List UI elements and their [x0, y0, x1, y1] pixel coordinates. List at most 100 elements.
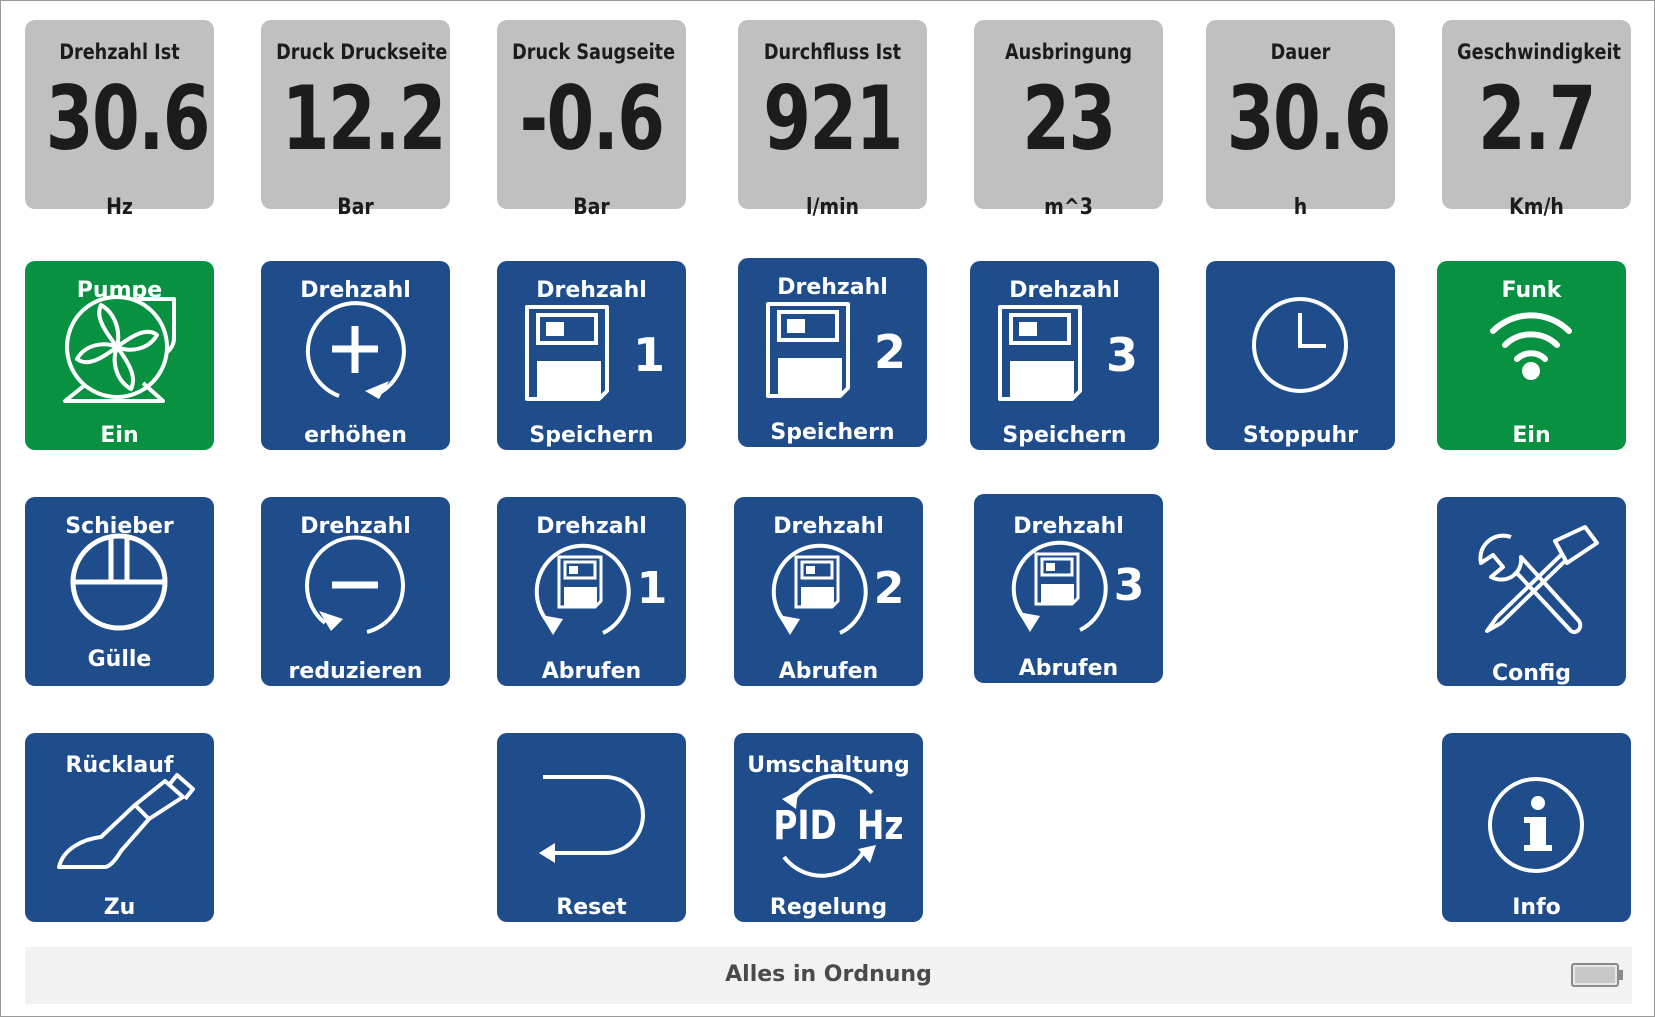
slide-valve-button[interactable]: Schieber Gülle: [25, 497, 214, 686]
tile-label-bottom: Config: [1492, 661, 1571, 686]
tile-label-bottom: reduzieren: [288, 659, 423, 684]
tile-label-top: Drehzahl: [300, 514, 411, 539]
tile-label-top: Funk: [1501, 278, 1562, 303]
slot-number: 1: [637, 563, 668, 614]
gauge-value: 2.7: [1478, 67, 1596, 170]
valve-icon: [70, 533, 168, 631]
tile-label-top: Drehzahl: [536, 278, 647, 303]
gauge-unit: Bar: [573, 195, 610, 220]
slot-number: 3: [1106, 328, 1138, 382]
minus-circle-icon: [305, 535, 405, 634]
slot-number: 2: [874, 563, 905, 614]
tile-label-bottom: erhöhen: [304, 423, 407, 448]
gauge-label: Dauer: [1270, 40, 1331, 64]
recall-icon: 2: [771, 543, 905, 635]
gauge-druck-druckseite: Druck Druckseite 12.2 Bar: [261, 20, 450, 220]
gauge-label: Durchfluss Ist: [763, 40, 902, 64]
speed-recall-2-button[interactable]: Drehzahl 2 Abrufen: [734, 497, 923, 686]
pump-icon: [63, 295, 176, 403]
reset-arrow-icon: [539, 775, 645, 863]
tile-label-bottom: Abrufen: [778, 659, 879, 684]
gauge-value: 23: [1022, 67, 1116, 170]
speed-save-3-button[interactable]: Drehzahl 3 Speichern: [970, 261, 1159, 450]
status-message: Alles in Ordnung: [725, 962, 932, 987]
gauge-unit: h: [1293, 195, 1308, 220]
tile-label-top: Drehzahl: [777, 275, 888, 300]
save-icon: 3: [998, 305, 1138, 401]
tile-label-top: Rücklauf: [65, 753, 174, 778]
gauge-value: 921: [763, 67, 903, 170]
gauge-durchfluss-ist: Durchfluss Ist 921 l/min: [738, 20, 927, 220]
tile-label-bottom: Ein: [1512, 423, 1551, 448]
pump-toggle-button[interactable]: Pumpe Ein: [25, 261, 214, 450]
gauge-drehzahl-ist: Drehzahl Ist 30.6 Hz: [25, 20, 214, 220]
gauge-druck-saugseite: Druck Saugseite -0.6 Bar: [497, 20, 686, 220]
tile-label-bottom: Reset: [556, 895, 627, 920]
wifi-icon: [1490, 312, 1572, 380]
gauge-value: 30.6: [1226, 67, 1392, 170]
slot-number: 3: [1114, 560, 1145, 611]
gauge-unit: Hz: [106, 195, 133, 220]
gauge-label: Druck Saugseite: [512, 40, 676, 64]
config-button[interactable]: Config: [1437, 497, 1626, 686]
gauge-unit: m^3: [1044, 195, 1093, 220]
tile-label-bottom: Gülle: [87, 647, 152, 672]
tile-label-top: Drehzahl: [300, 278, 411, 303]
tile-label-bottom: Info: [1512, 895, 1561, 920]
speed-recall-1-button[interactable]: Drehzahl 1 Abrufen: [497, 497, 686, 686]
speed-increase-button[interactable]: Drehzahl erhöhen: [261, 261, 450, 450]
reset-button[interactable]: Reset: [497, 733, 686, 922]
control-mode-switch-button[interactable]: Umschaltung PID Hz Regelung: [734, 733, 923, 922]
tile-label-bottom: Ein: [100, 423, 139, 448]
slot-number: 1: [633, 328, 665, 382]
speed-recall-3-button[interactable]: Drehzahl 3 Abrufen: [974, 494, 1163, 683]
radio-toggle-button[interactable]: Funk Ein: [1437, 261, 1626, 450]
speed-save-2-button[interactable]: Drehzahl 2 Speichern: [738, 258, 927, 447]
gauge-label: Drehzahl Ist: [59, 40, 180, 64]
info-icon: [1488, 777, 1584, 873]
gauge-label: Ausbringung: [1004, 40, 1133, 64]
tools-icon: [1478, 525, 1599, 634]
switch-cycle-icon: PID Hz: [773, 773, 904, 878]
tile-label-top: Drehzahl: [1013, 514, 1124, 539]
return-valve-button[interactable]: Rücklauf Zu: [25, 733, 214, 922]
return-valve-icon: [57, 773, 195, 869]
gauge-label: Geschwindigkeit: [1457, 40, 1621, 64]
tile-label-bottom: Abrufen: [541, 659, 642, 684]
tile-label-bottom: Stoppuhr: [1242, 423, 1359, 448]
tile-label-bottom: Regelung: [769, 895, 888, 920]
tile-label-top: Umschaltung: [747, 753, 910, 778]
speed-decrease-button[interactable]: Drehzahl reduzieren: [261, 497, 450, 686]
tile-label-bottom: Zu: [103, 895, 136, 920]
tile-label-top: Drehzahl: [773, 514, 884, 539]
gauge-value: -0.6: [519, 67, 665, 170]
gauge-unit: l/min: [805, 195, 860, 220]
tile-label-bottom: Speichern: [529, 423, 654, 448]
gauge-geschwindigkeit: Geschwindigkeit 2.7 Km/h: [1442, 20, 1631, 220]
plus-circle-icon: [305, 301, 406, 399]
tile-label-bottom: Speichern: [1002, 423, 1127, 448]
pid-mode-label: PID: [773, 802, 836, 849]
speed-save-1-button[interactable]: Drehzahl 1 Speichern: [497, 261, 686, 450]
gauge-ausbringung: Ausbringung 23 m^3: [974, 20, 1163, 220]
tile-label-top: Drehzahl: [1009, 278, 1120, 303]
hz-mode-label: Hz: [857, 802, 904, 849]
battery-icon: [1571, 963, 1623, 987]
gauge-dauer: Dauer 30.6 h: [1206, 20, 1395, 220]
tile-label-bottom: Abrufen: [1018, 656, 1119, 681]
gauge-unit: Km/h: [1509, 195, 1564, 220]
stopwatch-button[interactable]: Stoppuhr: [1206, 261, 1395, 450]
gauge-value: 30.6: [45, 67, 211, 170]
tile-label-top: Drehzahl: [536, 514, 647, 539]
tile-label-bottom: Speichern: [770, 420, 895, 445]
info-button[interactable]: Info: [1442, 733, 1631, 922]
clock-icon: [1252, 297, 1348, 393]
slot-number: 2: [874, 325, 906, 379]
save-icon: 2: [766, 302, 906, 398]
status-bar: Alles in Ordnung: [25, 947, 1632, 1004]
save-icon: 1: [525, 305, 665, 401]
recall-icon: 1: [534, 543, 668, 635]
recall-icon: 3: [1011, 540, 1145, 632]
gauge-label: Druck Druckseite: [276, 40, 448, 64]
